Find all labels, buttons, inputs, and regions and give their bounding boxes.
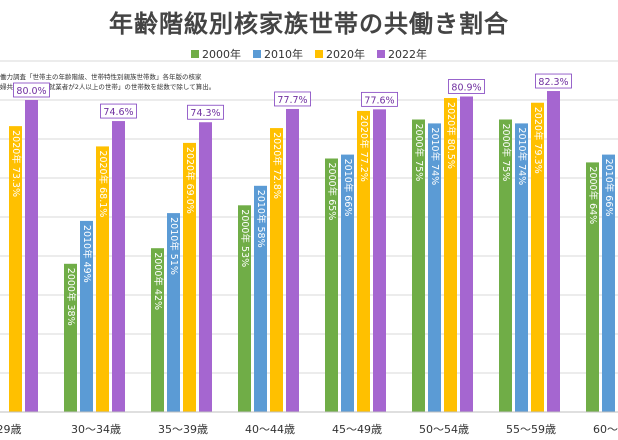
bar-2010 xyxy=(515,123,528,413)
legend-label-2000: 2000年 xyxy=(202,48,241,61)
data-label-2022: 77.7% xyxy=(277,95,307,106)
data-label-2020: 2020年 77.2% xyxy=(358,115,370,182)
bar-2000 xyxy=(325,158,338,412)
bar-2000 xyxy=(238,205,251,412)
data-label-box xyxy=(361,91,398,107)
bar-2000 xyxy=(412,119,425,412)
legend-item-2010: 2010年 xyxy=(253,46,303,62)
x-tick-label: 55～59歳 xyxy=(506,423,556,436)
bar-2022 xyxy=(286,108,299,412)
legend-label-2010: 2010年 xyxy=(264,48,303,61)
data-label-2020: 2020年 72.8% xyxy=(271,132,283,199)
source-note-line: 婦共働き世帯」「就業者が2人以上の世帯」の世帯数を総数で除して算出。 xyxy=(0,83,216,91)
bar-2020 xyxy=(357,110,370,413)
bar-2020 xyxy=(96,146,109,412)
bar-2010 xyxy=(254,185,267,412)
bar-2022 xyxy=(373,109,386,413)
legend-label-2022: 2022年 xyxy=(388,48,427,61)
data-label-2010: 2010年 49% xyxy=(81,225,93,283)
data-label-box xyxy=(535,73,572,89)
legend-swatch-2020 xyxy=(315,50,323,58)
data-label-2000: 2000年 75% xyxy=(413,124,425,182)
data-label-2022: 82.3% xyxy=(538,77,568,88)
bar-2020 xyxy=(444,98,457,413)
data-label-2020: 2020年 79.3% xyxy=(532,107,544,174)
legend-swatch-2010 xyxy=(253,50,261,58)
data-label-2020: 2020年 73.3% xyxy=(10,130,22,197)
x-tick-label: 45～49歳 xyxy=(332,423,382,436)
bar-2000 xyxy=(586,162,599,412)
data-label-box xyxy=(100,103,137,119)
bar-2020 xyxy=(9,126,22,412)
bar-2022 xyxy=(199,122,212,412)
x-tick-label: 30～34歳 xyxy=(71,423,121,436)
data-label-2010: 2010年 74% xyxy=(429,127,441,185)
data-label-2000: 2000年 53% xyxy=(239,209,251,267)
data-label-box xyxy=(13,82,50,98)
bar-2020 xyxy=(531,102,544,412)
legend-swatch-2000 xyxy=(191,50,199,58)
data-label-2022: 74.3% xyxy=(190,108,220,119)
source-note: 働力調査「世帯主の年齢階級、世帯特性別親族世帯数」各年版の核家 婦共働き世帯」「… xyxy=(0,72,220,92)
legend-swatch-2022 xyxy=(377,50,385,58)
x-tick-label: 60～64歳 xyxy=(593,423,618,436)
bar-2010 xyxy=(80,220,93,412)
bar-2010 xyxy=(428,123,441,413)
bar-2000 xyxy=(151,248,164,412)
data-label-2010: 2010年 66% xyxy=(603,159,615,217)
bar-2000 xyxy=(499,119,512,412)
data-label-2022: 80.0% xyxy=(16,86,46,97)
x-tick-label: 35～39歳 xyxy=(158,423,208,436)
bar-2020 xyxy=(270,128,283,412)
data-label-2022: 77.6% xyxy=(364,95,394,106)
bar-2022 xyxy=(25,100,38,412)
bar-2010 xyxy=(602,154,615,412)
data-label-box xyxy=(274,91,311,107)
bar-2022 xyxy=(460,96,473,413)
legend-item-2000: 2000年 xyxy=(191,46,241,62)
bar-2010 xyxy=(167,213,180,412)
data-label-2022: 74.6% xyxy=(103,107,133,118)
data-label-2010: 2010年 51% xyxy=(168,217,180,275)
legend-item-2020: 2020年 xyxy=(315,46,365,62)
data-label-2020: 2020年 80.5% xyxy=(445,102,457,169)
chart-legend: 2000年 2010年 2020年 2022年 xyxy=(0,46,618,62)
data-label-2000: 2000年 38% xyxy=(65,268,77,326)
data-label-2010: 2010年 66% xyxy=(342,159,354,217)
legend-item-2022: 2022年 xyxy=(377,46,427,62)
chart-title: 年齢階級別核家族世帯の共働き割合 xyxy=(109,10,509,38)
data-label-2010: 2010年 74% xyxy=(516,127,528,185)
x-tick-label: 50～54歳 xyxy=(419,423,469,436)
bar-2010 xyxy=(341,154,354,412)
bar-2022 xyxy=(547,91,560,412)
data-label-2000: 2000年 75% xyxy=(500,124,512,182)
data-label-box xyxy=(187,104,224,120)
data-label-2020: 2020年 69.0% xyxy=(184,147,196,214)
legend-label-2020: 2020年 xyxy=(326,48,365,61)
data-label-2000: 2000年 64% xyxy=(587,166,599,224)
data-label-box xyxy=(448,79,485,94)
bar-2020 xyxy=(183,142,196,412)
bar-2022 xyxy=(112,121,125,412)
data-label-2022: 80.9% xyxy=(451,82,481,93)
data-label-2000: 2000年 65% xyxy=(326,163,338,221)
source-note-line: 働力調査「世帯主の年齢階級、世帯特性別親族世帯数」各年版の核家 xyxy=(0,73,202,81)
x-tick-label: 29歳 xyxy=(0,423,22,436)
bar-2000 xyxy=(64,263,77,412)
data-label-2000: 2000年 42% xyxy=(152,252,164,310)
data-label-2010: 2010年 58% xyxy=(255,190,267,248)
data-label-2020: 2020年 68.1% xyxy=(97,150,109,217)
x-tick-label: 40～44歳 xyxy=(245,423,295,436)
